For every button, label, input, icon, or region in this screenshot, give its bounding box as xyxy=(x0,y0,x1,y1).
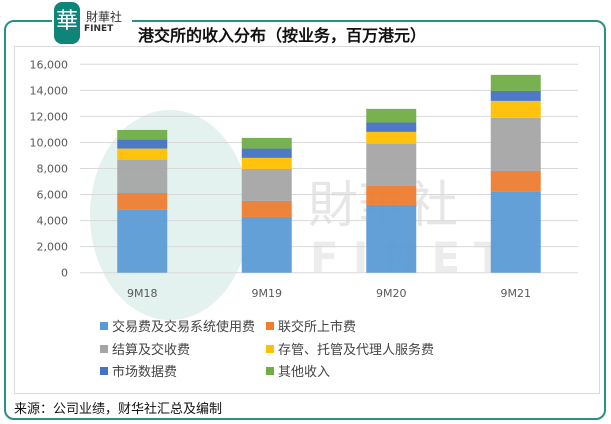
bar-segment xyxy=(241,216,292,273)
legend-item: 联交所上市费 xyxy=(266,316,356,335)
bar-segment xyxy=(241,200,292,217)
y-tick-label: 2,000 xyxy=(37,241,69,254)
bar-segment xyxy=(117,192,168,210)
frame-border xyxy=(4,20,606,420)
bar-segment xyxy=(241,148,292,158)
y-tick-label: 14,000 xyxy=(30,84,69,97)
bar-segment xyxy=(366,122,417,132)
legend-item: 交易费及交易系统使用费 xyxy=(100,316,255,335)
y-tick-label: 10,000 xyxy=(30,136,69,149)
bar-segment xyxy=(117,139,168,149)
bar-segment xyxy=(490,170,541,192)
bar-segment xyxy=(117,148,168,160)
y-tick-label: 6,000 xyxy=(37,189,69,202)
watermark-logo-shape xyxy=(90,110,250,320)
legend-item: 其他收入 xyxy=(266,361,330,380)
legend-swatch xyxy=(266,345,274,353)
legend-label: 联交所上市费 xyxy=(278,320,357,335)
bar-segment xyxy=(366,185,417,205)
legend-label: 其他收入 xyxy=(278,365,331,380)
y-tick-label: 16,000 xyxy=(30,58,69,71)
legend-swatch xyxy=(100,322,108,330)
bar-segment xyxy=(490,191,541,273)
x-tick-label: 9M18 xyxy=(127,287,158,300)
bar-segment xyxy=(241,157,292,169)
bar-segment xyxy=(366,131,417,144)
legend-swatch xyxy=(100,345,108,353)
legend-item: 存管、托管及代理人服务费 xyxy=(266,339,434,358)
bar-segment xyxy=(490,117,541,171)
legend-label: 交易费及交易系统使用费 xyxy=(112,320,256,335)
bar-segment xyxy=(490,74,541,91)
legend-label: 结算及交收费 xyxy=(112,343,191,358)
legend-label: 存管、托管及代理人服务费 xyxy=(278,343,435,358)
y-tick-label: 0 xyxy=(61,267,68,280)
legend-label: 市场数据费 xyxy=(112,365,178,380)
logo-cn: 財華社 xyxy=(86,10,123,24)
bar-segment xyxy=(117,159,168,193)
legend-item: 结算及交收费 xyxy=(100,339,190,358)
finet-logo: 華 財華社 FINET xyxy=(52,2,132,46)
bar-segment xyxy=(241,168,292,201)
x-tick-label: 9M21 xyxy=(501,287,532,300)
logo-en: FINET xyxy=(84,24,114,34)
y-tick-label: 12,000 xyxy=(30,110,69,123)
bar-segment xyxy=(366,108,417,123)
bar-segment xyxy=(366,143,417,186)
legend-swatch xyxy=(266,367,274,375)
x-tick-label: 9M20 xyxy=(376,287,407,300)
y-tick-label: 8,000 xyxy=(37,163,69,176)
legend-swatch xyxy=(266,322,274,330)
bar-segment xyxy=(366,204,417,273)
legend-item: 市场数据费 xyxy=(100,361,177,380)
legend-swatch xyxy=(100,367,108,375)
source-note: 来源：公司业绩，财华社汇总及编制 xyxy=(14,402,223,417)
bar-segment xyxy=(490,90,541,101)
bar-segment xyxy=(490,100,541,118)
bar-segment xyxy=(117,209,168,273)
x-tick-label: 9M19 xyxy=(252,287,283,300)
bar-segment xyxy=(241,137,292,149)
y-tick-label: 4,000 xyxy=(37,215,69,228)
logo-mark: 華 xyxy=(54,2,80,44)
bar-segment xyxy=(117,129,168,140)
chart-title: 港交所的收入分布（按业务，百万港元） xyxy=(138,26,427,45)
